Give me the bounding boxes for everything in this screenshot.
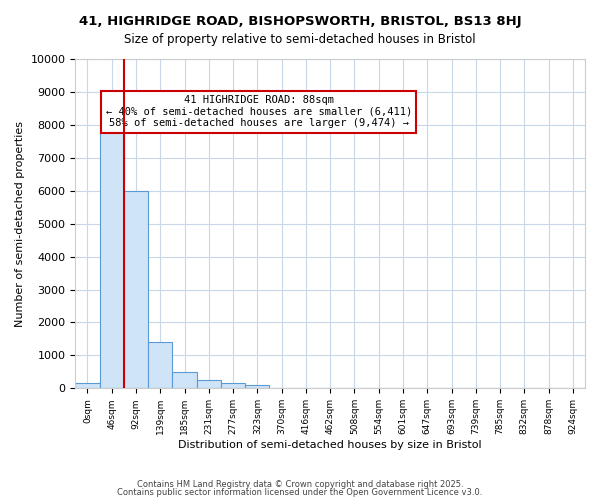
Bar (148, 342, 172, 388)
Text: Contains HM Land Registry data © Crown copyright and database right 2025.: Contains HM Land Registry data © Crown c… (137, 480, 463, 489)
Bar (172, 372, 197, 388)
Text: Size of property relative to semi-detached houses in Bristol: Size of property relative to semi-detach… (124, 32, 476, 46)
Bar (124, 190, 148, 388)
X-axis label: Distribution of semi-detached houses by size in Bristol: Distribution of semi-detached houses by … (178, 440, 482, 450)
Bar (100, 126, 124, 388)
Bar (221, 382, 245, 388)
Bar (197, 380, 221, 388)
Bar (245, 385, 269, 388)
Text: 41 HIGHRIDGE ROAD: 88sqm
← 40% of semi-detached houses are smaller (6,411)
58% o: 41 HIGHRIDGE ROAD: 88sqm ← 40% of semi-d… (106, 95, 412, 128)
Text: Contains public sector information licensed under the Open Government Licence v3: Contains public sector information licen… (118, 488, 482, 497)
Bar (75, 384, 100, 388)
Text: 41, HIGHRIDGE ROAD, BISHOPSWORTH, BRISTOL, BS13 8HJ: 41, HIGHRIDGE ROAD, BISHOPSWORTH, BRISTO… (79, 15, 521, 28)
Y-axis label: Number of semi-detached properties: Number of semi-detached properties (15, 120, 25, 326)
